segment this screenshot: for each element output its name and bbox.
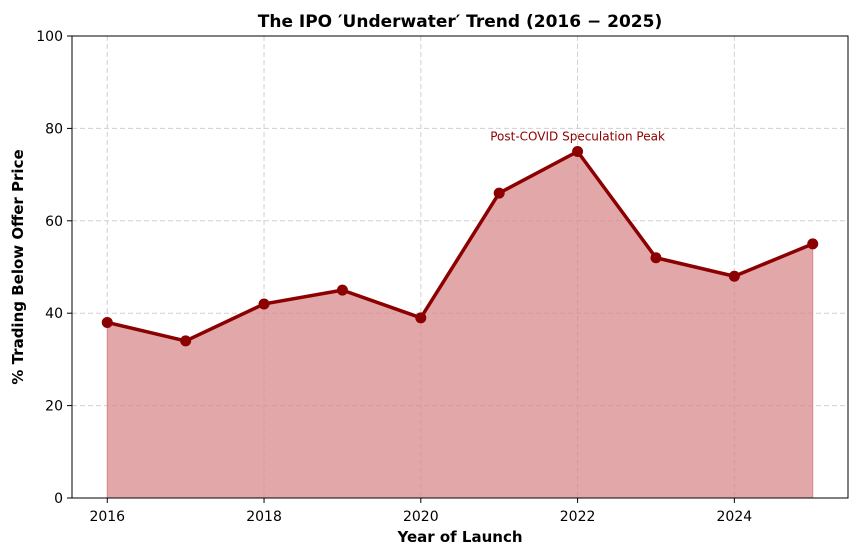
plot-frame	[71, 35, 849, 499]
y-tick-label-40: 40	[45, 306, 63, 322]
annotation-label-0: Post-COVID Speculation Peak	[490, 130, 665, 144]
y-axis-title: % Trading Below Offer Price	[9, 149, 27, 384]
data-point-2021	[493, 187, 505, 199]
annotations: Post-COVID Speculation Peak	[490, 130, 665, 144]
axis-ticks: 2016 2018 2020 2022 2024 0 20 40 60 80 100	[36, 29, 752, 525]
area-fill	[106, 150, 814, 499]
data-point-2024	[728, 270, 740, 282]
y-tick-label-80: 80	[45, 121, 63, 137]
x-tick-label-2024: 2024	[717, 509, 753, 525]
chart-title: The IPO ′Underwater′ Trend (2016 − 2025)	[258, 12, 662, 32]
x-axis-title: Year of Launch	[396, 528, 522, 546]
y-tick-label-100: 100	[36, 29, 63, 45]
y-tick-label-20: 20	[45, 399, 63, 415]
data-point-2022	[572, 146, 584, 157]
data-point-2019	[336, 284, 348, 296]
data-point-2017	[180, 335, 192, 347]
x-tick-label-2018: 2018	[246, 509, 282, 525]
data-point-2018	[258, 298, 270, 310]
y-tick-label-0: 0	[54, 491, 63, 507]
x-tick-label-2020: 2020	[403, 509, 439, 525]
data-point-2025	[807, 238, 819, 250]
y-tick-label-60: 60	[45, 214, 63, 230]
data-point-2020	[415, 312, 427, 324]
series-line	[106, 149, 814, 343]
data-point-2016	[101, 316, 113, 328]
x-tick-label-2022: 2022	[560, 509, 596, 525]
data-point-2023	[650, 252, 662, 264]
x-tick-label-2016: 2016	[89, 509, 125, 525]
data-points	[101, 146, 819, 347]
